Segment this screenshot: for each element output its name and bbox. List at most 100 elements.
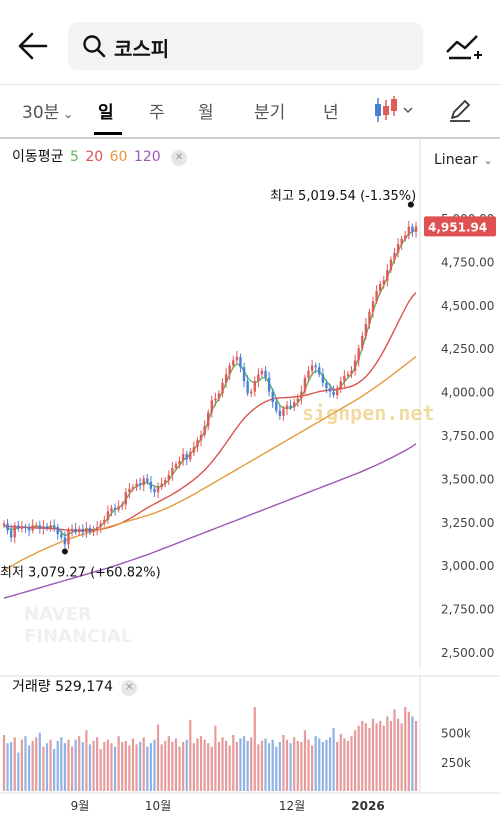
ma-legend-title: 이동평균 — [12, 149, 64, 165]
volume-bar — [45, 743, 49, 791]
volume-bar — [27, 745, 31, 791]
ma-line-120 — [3, 443, 417, 599]
candle-body — [407, 226, 411, 236]
candle — [9, 524, 13, 543]
volume-bar — [253, 707, 256, 791]
candle-body — [292, 402, 296, 408]
candle-type-icon[interactable] — [372, 96, 416, 124]
candle-body — [70, 528, 74, 531]
candle-body — [404, 235, 407, 239]
close-icon[interactable]: ✕ — [121, 680, 138, 696]
candle-body — [192, 447, 196, 453]
candle-body — [92, 530, 95, 533]
search-query: 코스피 — [114, 37, 170, 61]
volume-bar — [24, 736, 27, 791]
volume-bar — [103, 742, 106, 791]
candle — [217, 390, 221, 402]
candle — [310, 359, 314, 376]
volume-bar — [296, 740, 299, 791]
scale-selector[interactable]: Linear ⌄ — [434, 152, 493, 168]
volume-bar — [31, 740, 34, 791]
volume-bar — [382, 725, 385, 791]
candle — [318, 362, 321, 378]
pencil-icon[interactable] — [446, 96, 474, 124]
tab-30min[interactable]: 30분 ⌄ — [22, 103, 74, 123]
candle — [285, 400, 289, 415]
volume-bar — [160, 744, 163, 791]
volume-bar — [92, 740, 95, 791]
volume-bar — [393, 709, 396, 791]
volume-bar — [164, 740, 167, 791]
candle-body — [414, 226, 418, 232]
volume-chart[interactable]: 500k 250k 9월 10월 12월 2026 — [0, 668, 500, 825]
candle — [56, 523, 59, 540]
candle-body — [49, 525, 52, 528]
volume-bar — [156, 724, 160, 791]
candle-body — [85, 527, 88, 533]
volume-bar — [199, 736, 203, 791]
volume-bar — [379, 721, 382, 791]
tab-day[interactable]: 일 — [98, 103, 114, 123]
active-tab-indicator — [94, 132, 122, 135]
candle — [289, 399, 292, 411]
candle-body — [303, 377, 307, 392]
candle-body — [239, 356, 242, 368]
candle — [382, 275, 385, 289]
volume-bar — [346, 740, 350, 791]
x-tick-label: 10월 — [145, 799, 171, 813]
candle — [296, 394, 299, 407]
candle-body — [257, 374, 260, 382]
price-chart[interactable]: 5,000.004,750.004,500.004,250.004,000.00… — [0, 138, 500, 668]
close-icon[interactable]: ✕ — [171, 150, 188, 166]
tab-week[interactable]: 주 — [149, 103, 165, 123]
tab-year[interactable]: 년 — [323, 103, 339, 123]
volume-tick-label: 250k — [441, 756, 471, 770]
low-label: 최저 3,079.27 (+60.82%) — [0, 565, 161, 580]
candle-body — [135, 483, 138, 488]
candle — [239, 353, 242, 373]
candle — [378, 280, 382, 295]
candle — [368, 308, 371, 329]
volume-bar — [221, 737, 224, 791]
search-input[interactable]: 코스피 — [68, 22, 423, 70]
candle-body — [171, 467, 174, 475]
volume-bar — [289, 743, 292, 791]
candle — [275, 397, 278, 414]
tab-quarter[interactable]: 분기 — [254, 103, 286, 123]
candle-body — [13, 525, 16, 538]
candle-body — [110, 507, 113, 512]
volume-bar — [246, 740, 249, 791]
volume-bar — [411, 716, 414, 791]
candle — [121, 501, 124, 510]
volume-bar — [386, 716, 389, 791]
volume-bar — [250, 737, 253, 791]
candle-body — [368, 311, 371, 324]
candle — [228, 362, 231, 381]
volume-bar — [353, 730, 357, 791]
candle-body — [411, 226, 414, 232]
back-arrow-icon[interactable] — [14, 28, 50, 64]
add-indicator-icon[interactable] — [443, 30, 483, 64]
candle — [142, 475, 145, 492]
volume-bar — [85, 730, 88, 791]
volume-bar — [131, 738, 135, 791]
y-tick-label: 4,500.00 — [441, 299, 494, 313]
candle — [375, 285, 378, 305]
candle-body — [106, 511, 110, 521]
volume-tick-label: 500k — [441, 727, 471, 741]
high-marker — [407, 201, 414, 208]
candle — [350, 366, 353, 379]
volume-bar — [67, 739, 70, 791]
ma-120-label: 120 — [133, 149, 161, 165]
tab-month[interactable]: 월 — [198, 103, 214, 123]
candle — [146, 473, 149, 485]
candle-body — [27, 527, 31, 531]
candle — [300, 385, 303, 405]
candle — [396, 238, 400, 258]
candle — [411, 223, 414, 237]
candle-body — [17, 525, 20, 529]
ma-legend: 이동평균 5 20 60 120 ✕ — [12, 146, 189, 166]
volume-bar — [185, 739, 188, 791]
y-tick-label: 2,750.00 — [441, 603, 494, 617]
x-tick-label: 2026 — [351, 799, 384, 813]
